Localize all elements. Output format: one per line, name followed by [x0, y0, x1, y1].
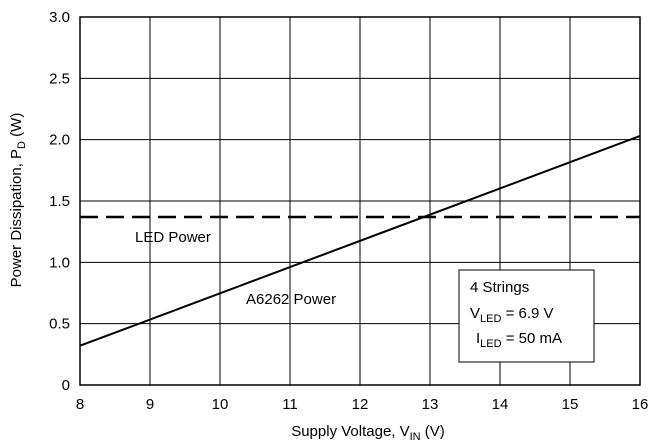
tick-labels: 8 9 10 11 12 13 14 15 16 0 0.5 1.0 1.5 2.0 2.5 3.0 — [49, 9, 648, 413]
x-tick-label: 15 — [562, 396, 579, 413]
grid-lines — [80, 17, 640, 385]
y-tick-label: 3.0 — [49, 9, 70, 26]
x-tick-label: 9 — [146, 396, 154, 413]
x-tick-label: 16 — [632, 396, 649, 413]
y-tick-label: 1.0 — [49, 254, 70, 271]
x-tick-label: 12 — [352, 396, 369, 413]
y-tick-label: 0 — [62, 377, 70, 394]
y-axis-label-unit: (W) — [8, 113, 25, 141]
y-tick-label: 0.5 — [49, 316, 70, 333]
x-tick-label: 14 — [492, 396, 509, 413]
x-tick-label: 10 — [212, 396, 229, 413]
series-label-led-power: LED Power — [135, 229, 211, 246]
annotation-box: 4 Strings VLED = 6.9 V ILED = 50 mA — [458, 269, 595, 363]
iled-symbol: I — [476, 330, 480, 347]
y-axis-label: Power Dissipation, PD (W) — [8, 113, 28, 288]
annotation-box-frame — [458, 269, 595, 363]
x-tick-label: 11 — [282, 396, 298, 413]
series-line-a6262-power — [79, 135, 641, 347]
y-axis-label-main: Power Dissipation, P — [8, 149, 25, 287]
x-tick-label: 8 — [76, 396, 84, 413]
x-axis-label: Supply Voltage, VIN (V) — [291, 423, 445, 441]
series-layer — [79, 135, 641, 347]
y-axis-label-sub: D — [16, 141, 28, 149]
x-tick-label: 13 — [422, 396, 439, 413]
y-tick-label: 2.0 — [49, 132, 70, 149]
series-label-a6262-power: A6262 Power — [246, 291, 336, 308]
vled-symbol: V — [470, 305, 480, 322]
annotation-line-iled: ILED = 50 mA — [476, 330, 562, 350]
annotation-line-vled: VLED = 6.9 V — [470, 305, 554, 325]
iled-value: = 50 mA — [502, 330, 562, 347]
x-axis-label-main: Supply Voltage, V — [291, 423, 409, 440]
y-tick-label: 1.5 — [49, 193, 70, 210]
x-axis-label-unit: (V) — [421, 423, 445, 440]
x-axis-label-sub: IN — [410, 431, 421, 441]
plot-frame — [79, 16, 641, 386]
vled-value: = 6.9 V — [501, 305, 553, 322]
iled-subscript: LED — [480, 338, 501, 350]
y-tick-label: 2.5 — [49, 70, 70, 87]
vled-subscript: LED — [480, 313, 501, 325]
annotation-line-strings: 4 Strings — [470, 279, 529, 296]
